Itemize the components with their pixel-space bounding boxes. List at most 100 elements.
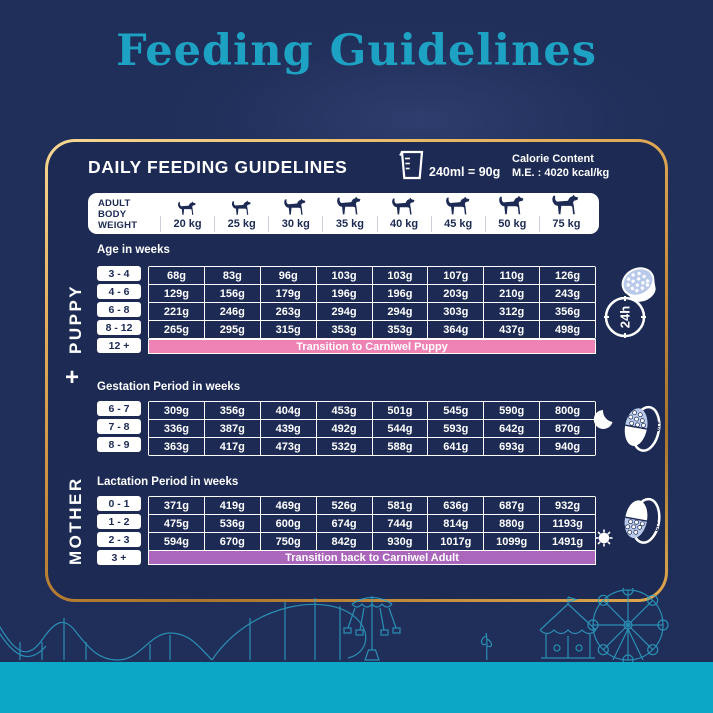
feeding-amount-cell: 156g [204,285,260,302]
feeding-amount-cell: 103g [316,267,372,284]
gold-border-panel: DAILY FEEDING GUIDELINES 240ml = 90g Cal… [45,139,668,602]
dog-icon-wrap [336,195,362,216]
feeding-amount-cell: 312g [484,303,540,320]
feeding-amount-cell: 309g [149,402,204,419]
feeding-amount-cell: 356g [540,303,595,320]
calorie-content-label: Calorie Content M.E. : 4020 kcal/kg [512,152,609,180]
age-range-pill: 3 + [97,550,141,565]
feeding-amount-cell: 590g [484,402,540,419]
feeding-amount-cell: 750g [260,533,316,550]
puppy-feeding-grid: 68g 83g 96g 103g 103g 107g 110g 126g 129g 156g 179… [148,266,596,339]
puppy-age-pills: 3 - 4 4 - 6 6 - 8 8 - 12 12 + [97,266,141,356]
weight-column: 35 kg [322,195,376,234]
measure-equivalence-label: 240ml = 90g [429,165,501,179]
feeding-amount-cell: 83g [204,267,260,284]
weight-label: 50 kg [484,216,539,232]
dog-icon-wrap [445,195,471,216]
gestation-week-pills: 6 - 7 7 - 8 8 - 9 [97,401,141,455]
feeding-amount-cell: 744g [372,515,428,532]
feeding-amount-cell: 670g [204,533,260,550]
lactation-feeding-grid: 371g 419g 469g 526g 581g 636g 687g 932g 475g 536g… [148,496,596,551]
dog-silhouette-icon [445,196,470,215]
feeding-amount-cell: 870g [540,420,595,437]
feeding-amount-cell: 243g [540,285,595,302]
weight-label: 40 kg [376,216,431,232]
weight-column: 75 kg [538,194,593,234]
lactation-half-label: 1/2 [651,521,660,531]
lactation-header: Lactation Period in weeks [97,476,239,488]
weight-column: 25 kg [214,195,268,234]
feeding-amount-cell: 179g [260,285,316,302]
feeding-amount-cell: 475g [149,515,204,532]
feeding-amount-cell: 469g [260,497,316,514]
feeding-amount-cell: 932g [540,497,595,514]
age-range-pill: 2 - 3 [97,532,141,547]
feeding-amount-cell: 203g [428,285,484,302]
age-range-pill: 6 - 8 [97,302,141,317]
feeding-amount-cell: 1193g [540,515,595,532]
feeding-amount-cell: 96g [260,267,316,284]
feeding-amount-cell: 636g [428,497,484,514]
lactation-day-ration-icon: 1/2 [591,486,667,565]
puppy-section-label: PUPPY [66,283,85,354]
age-range-pill: 8 - 12 [97,320,141,335]
swing-ride-art [343,596,401,661]
plant-art [480,632,493,661]
feeding-amount-cell: 532g [316,438,372,455]
age-range-pill: 7 - 8 [97,419,141,434]
feeding-amount-cell: 295g [204,321,260,338]
feeding-amount-cell: 940g [540,438,595,455]
measuring-cup-icon [399,149,424,185]
age-range-pill: 4 - 6 [97,284,141,299]
amusement-park-line-art [0,588,669,666]
gestation-feeding-grid: 309g 356g 404g 453g 501g 545g 590g 800g 336g 387g… [148,401,596,456]
feeding-amount-cell: 642g [484,420,540,437]
dog-silhouette-icon [284,198,306,215]
puppy-age-header: Age in weeks [97,244,170,256]
weight-label: 45 kg [430,216,485,232]
feeding-amount-cell: 364g [428,321,484,338]
feeding-amount-cell: 221g [149,303,204,320]
age-range-pill: 3 - 4 [97,266,141,281]
feeding-amount-cell: 107g [428,267,484,284]
feeding-amount-cell: 687g [484,497,540,514]
feeding-amount-cell: 439g [260,420,316,437]
age-range-pill: 8 - 9 [97,437,141,452]
feeding-amount-cell: 581g [372,497,428,514]
feeding-amount-cell: 501g [372,402,428,419]
feeding-amount-cell: 387g [204,420,260,437]
feeding-amount-cell: 129g [149,285,204,302]
feeding-amount-cell: 544g [372,420,428,437]
feeding-amount-cell: 417g [204,438,260,455]
feeding-amount-cell: 353g [372,321,428,338]
gestation-header: Gestation Period in weeks [97,381,241,393]
feeding-amount-cell: 594g [149,533,204,550]
weight-column: 45 kg [430,195,485,234]
feeding-amount-cell: 68g [149,267,204,284]
weight-label: 20 kg [160,216,214,232]
feeding-amount-cell: 126g [540,267,595,284]
feeding-amount-cell: 1017g [428,533,484,550]
feeding-amount-cell: 526g [316,497,372,514]
feeding-amount-cell: 814g [428,515,484,532]
feeding-amount-cell: 196g [316,285,372,302]
feeding-amount-cell: 593g [428,420,484,437]
weight-label: 35 kg [322,216,376,232]
adult-body-weight-header: ADULT BODY WEIGHT 20 kg 25 kg 30 kg 35 k… [88,193,599,234]
puppy-transition-banner: Transition to Carniwel Puppy [148,339,596,354]
feeding-amount-cell: 363g [149,438,204,455]
plus-sign: + [65,364,80,391]
age-range-pill: 12 + [97,338,141,353]
feeding-amount-cell: 303g [428,303,484,320]
age-range-pill: 0 - 1 [97,496,141,511]
ferris-wheel-art [587,588,669,666]
feeding-amount-cell: 588g [372,438,428,455]
weight-column: 20 kg [160,195,214,234]
dog-silhouette-icon [392,197,415,215]
weight-column: 40 kg [376,195,431,234]
gestation-half-label: 1/2 [652,421,661,431]
feeding-amount-cell: 294g [372,303,428,320]
lactation-transition-banner: Transition back to Carniwel Adult [148,550,596,565]
feeding-amount-cell: 641g [428,438,484,455]
